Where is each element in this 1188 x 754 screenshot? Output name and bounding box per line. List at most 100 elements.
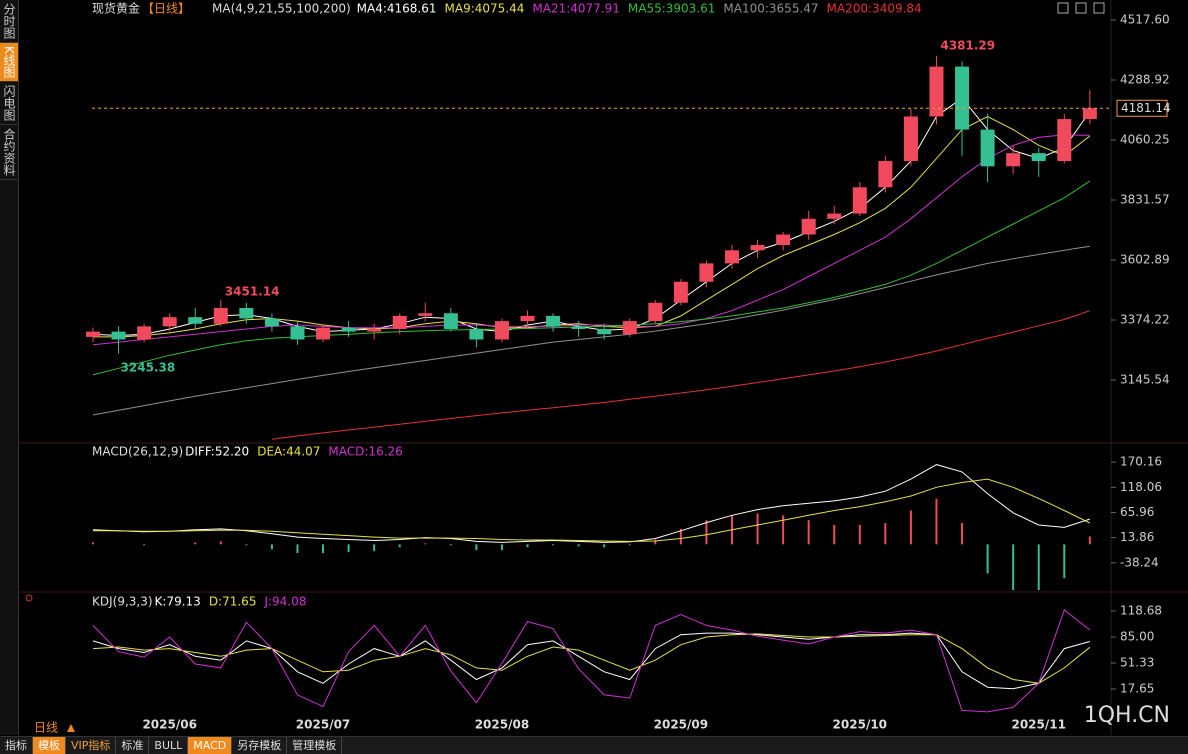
candle-body: [980, 129, 995, 167]
x-tick-label: 2025/10: [833, 718, 887, 732]
candle-body: [725, 250, 739, 264]
legend-label: MA9:4075.44: [445, 2, 525, 16]
candle-body: [494, 321, 509, 340]
watermark: 1QH.CN: [1084, 703, 1170, 728]
candle-body: [316, 327, 331, 340]
annotation: 4381.29: [940, 38, 995, 52]
toolbar-tab[interactable]: 标准: [116, 737, 150, 754]
icon[interactable]: [1075, 2, 1087, 14]
sidebar-tab[interactable]: 闪电图: [0, 82, 18, 125]
candle-body: [111, 331, 126, 340]
candle-body: [622, 321, 637, 335]
sidebar-tab[interactable]: 合约资料: [0, 125, 18, 180]
series-line: [92, 633, 1091, 684]
y-tick-label: 13.86: [1120, 530, 1154, 544]
legend-label: J:94.08: [263, 595, 306, 609]
legend-label: DIFF:52.20: [185, 445, 249, 459]
y-tick-label: 3374.22: [1120, 313, 1170, 327]
series-line: [271, 310, 1090, 440]
y-tick-label: 85.00: [1120, 630, 1154, 644]
panel: [92, 609, 1091, 713]
legend-label: MA4:4168.61: [357, 2, 437, 16]
legend-label: MACD(26,12,9): [92, 445, 183, 459]
candle-body: [571, 326, 586, 329]
candle-body: [1006, 153, 1021, 167]
series-line: [92, 180, 1091, 376]
y-tick-label: 3831.57: [1120, 193, 1170, 207]
y-tick-label: 170.16: [1120, 455, 1162, 469]
annotation: 3451.14: [225, 284, 280, 298]
y-tick-label: 118.06: [1120, 480, 1162, 494]
legend-label: MA(4,9,21,55,100,200): [212, 2, 351, 16]
icon[interactable]: [1057, 2, 1069, 14]
period-label[interactable]: 日线: [34, 721, 58, 735]
candle-body: [1082, 108, 1097, 120]
candle-body: [1057, 119, 1072, 162]
toolbar-tab[interactable]: MACD: [188, 737, 233, 754]
toolbar-tab[interactable]: 另存模板: [232, 737, 288, 754]
toolbar-tab[interactable]: BULL: [149, 737, 189, 754]
candle-body: [878, 161, 893, 188]
toolbar-tab[interactable]: 管理模板: [287, 737, 343, 754]
series-line: [92, 609, 1091, 713]
y-tick-label: 4288.92: [1120, 72, 1170, 86]
candle-body: [597, 328, 612, 335]
series-line: [92, 134, 1090, 346]
legend-label: MA100:3655.47: [723, 2, 818, 16]
last-price-label: 4181.14: [1121, 101, 1171, 115]
panel: [86, 55, 1097, 440]
toolbar-tab[interactable]: 指标: [0, 737, 33, 754]
series-line: [92, 97, 1091, 337]
candle-body: [213, 307, 228, 324]
x-tick-label: 2025/06: [142, 718, 196, 732]
candle-body: [1031, 153, 1046, 162]
x-tick-label: 2025/08: [475, 718, 529, 732]
legend-label: 现货黄金: [92, 1, 140, 16]
panel: [92, 464, 1091, 590]
series-line: [93, 115, 1091, 338]
candle-body: [418, 313, 433, 316]
candle-body: [520, 315, 535, 322]
candle-body: [648, 302, 663, 322]
legend-label: KDJ(9,3,3): [92, 595, 153, 609]
candle-body: [443, 313, 458, 329]
period-arrow[interactable]: [67, 724, 75, 732]
candle-body: [239, 307, 254, 319]
window-icons: [1057, 2, 1105, 14]
candle-body: [827, 213, 842, 219]
annotation: 3245.38: [121, 360, 176, 374]
chart: 日线 1QH.CN 4517.60 4288.92 4060.25 3831.57 36…: [19, 0, 1188, 735]
y-tick-label: 65.96: [1120, 505, 1154, 519]
candle-body: [750, 245, 765, 251]
y-tick-label: 118.68: [1120, 604, 1162, 618]
last-price-box: [1116, 99, 1168, 117]
candle-body: [801, 218, 816, 235]
legend-label: D:71.65: [209, 595, 257, 609]
candle-body: [903, 116, 918, 162]
y-tick-label: 51.33: [1120, 656, 1154, 670]
candle-body: [392, 315, 407, 329]
sidebar-tab[interactable]: K线图: [0, 43, 18, 82]
candle-body: [673, 281, 688, 303]
settings-icon[interactable]: [25, 594, 33, 602]
legend-label: 【日线】: [142, 2, 190, 16]
candle-body: [290, 326, 305, 340]
icon[interactable]: [1093, 2, 1105, 14]
candle-body: [546, 315, 561, 327]
candle-body: [955, 66, 970, 130]
candle-body: [929, 66, 944, 117]
series-line: [92, 464, 1090, 543]
sidebar-tab[interactable]: 分时图: [0, 0, 18, 43]
toolbar-tab[interactable]: VIP指标: [66, 737, 117, 754]
candle-body: [367, 328, 382, 332]
toolbar-tab[interactable]: 模板: [33, 737, 66, 754]
y-tick-label: 17.65: [1120, 682, 1154, 696]
y-tick-label: 3145.54: [1120, 373, 1170, 387]
legend-label: K:79.13: [155, 595, 201, 609]
legend-label: MACD:16.26: [328, 445, 402, 459]
toolbar: 指标 模板 VIP指标 标准 BULL MACD 另存模板 管理模板: [0, 736, 1188, 754]
candle-body: [776, 234, 791, 246]
x-tick-label: 2025/07: [296, 718, 350, 732]
series-line: [93, 478, 1091, 542]
